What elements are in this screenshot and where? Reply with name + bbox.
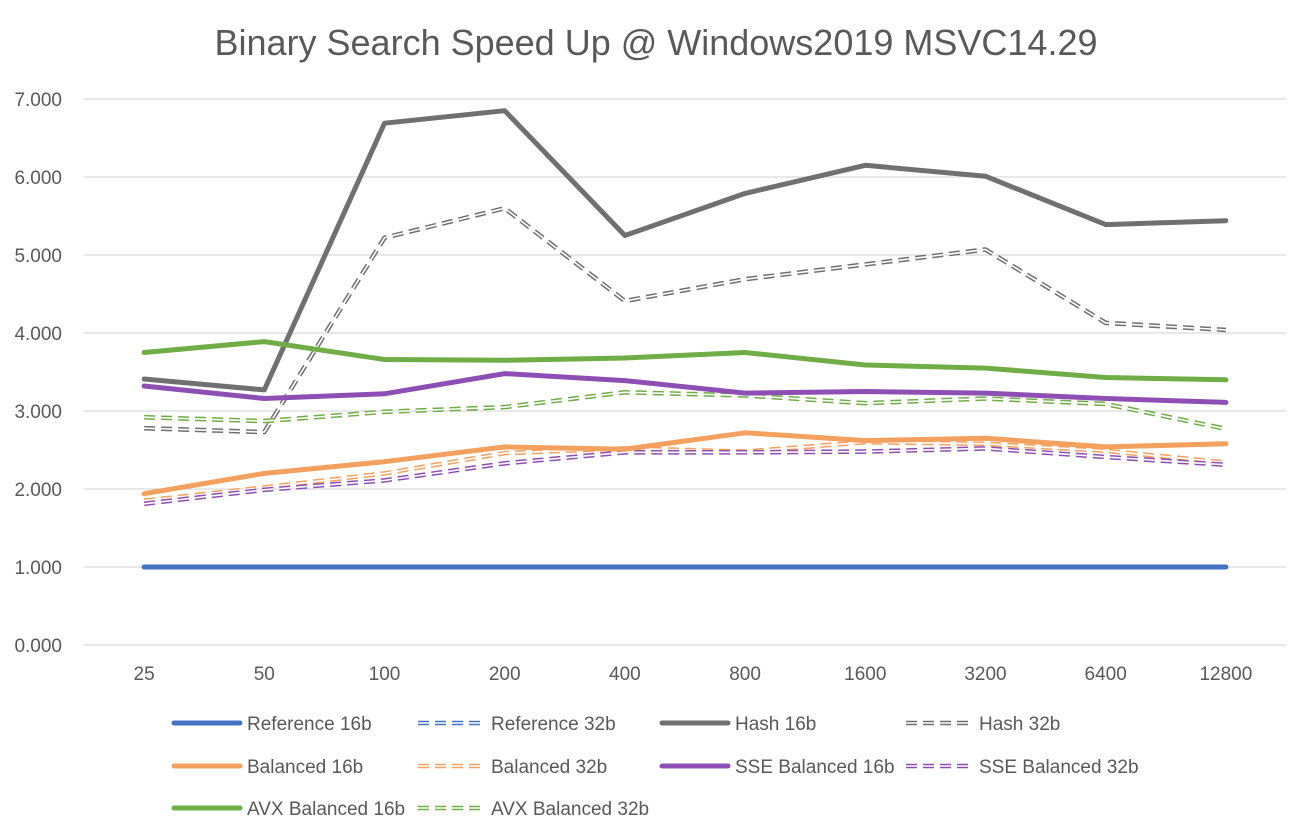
legend-item-hash-16b: Hash 16b <box>659 714 816 735</box>
legend-label: Balanced 32b <box>491 757 607 778</box>
x-axis-tick-labels: 25 50 100 200 400 800 1600 3200 6400 12800 <box>134 664 1253 685</box>
y-tick-label: 3.000 <box>14 402 62 423</box>
series-line-avx-balanced-32b-core <box>144 391 1227 430</box>
chart-title: Binary Search Speed Up @ Windows2019 MSV… <box>214 22 1097 63</box>
series-balanced-32b <box>143 439 1227 503</box>
y-tick-label: 6.000 <box>14 168 62 189</box>
series-line-sse-balanced-32b-core <box>144 447 1226 505</box>
legend-label: Balanced 16b <box>247 757 363 778</box>
x-tick-label: 6400 <box>1085 664 1127 685</box>
x-tick-label: 200 <box>489 664 521 685</box>
legend-item-avx-balanced-32b: AVX Balanced 32b <box>418 799 649 820</box>
legend-label: AVX Balanced 16b <box>247 799 405 820</box>
legend-item-balanced-16b: Balanced 16b <box>171 757 363 778</box>
legend: Reference 16b Reference 32b Hash 16b Hash 3… <box>171 714 1139 820</box>
series-line-sse-balanced-16b <box>141 371 1229 405</box>
x-tick-label: 25 <box>134 664 155 685</box>
series-hash-16b <box>141 108 1229 393</box>
series-sse-balanced-16b <box>141 371 1229 405</box>
series-avx-balanced-32b <box>144 390 1227 432</box>
legend-item-sse-balanced-16b: SSE Balanced 16b <box>659 757 895 778</box>
series-line-hash-32b-core <box>144 207 1226 433</box>
legend-label: Hash 32b <box>979 714 1060 735</box>
legend-label: SSE Balanced 16b <box>735 757 895 778</box>
legend-label: Reference 32b <box>491 714 616 735</box>
series-lines <box>141 108 1229 570</box>
series-line-balanced-16b <box>141 430 1229 497</box>
series-balanced-16b <box>141 430 1229 497</box>
legend-item-reference-16b: Reference 16b <box>171 714 372 735</box>
series-line-balanced-32b-core <box>144 441 1226 502</box>
x-tick-label: 3200 <box>964 664 1006 685</box>
x-tick-label: 1600 <box>844 664 886 685</box>
legend-label: SSE Balanced 32b <box>979 757 1139 778</box>
legend-item-avx-balanced-16b: AVX Balanced 16b <box>171 799 405 820</box>
legend-item-hash-32b: Hash 32b <box>906 714 1060 735</box>
y-tick-label: 2.000 <box>14 480 62 501</box>
legend-label: Hash 16b <box>735 714 816 735</box>
legend-item-reference-32b: Reference 32b <box>418 714 616 735</box>
y-tick-label: 7.000 <box>14 90 62 111</box>
y-tick-label: 5.000 <box>14 246 62 267</box>
y-tick-label: 1.000 <box>14 558 62 579</box>
x-tick-label: 100 <box>369 664 401 685</box>
series-hash-32b <box>144 205 1227 435</box>
x-tick-label: 50 <box>254 664 275 685</box>
x-tick-label: 12800 <box>1199 664 1252 685</box>
legend-item-sse-balanced-32b: SSE Balanced 32b <box>906 757 1139 778</box>
series-sse-balanced-32b <box>143 446 1227 507</box>
legend-label: Reference 16b <box>247 714 372 735</box>
x-tick-label: 400 <box>609 664 641 685</box>
series-line-avx-balanced-16b <box>141 339 1229 383</box>
y-tick-label: 4.000 <box>14 324 62 345</box>
y-tick-label: 0.000 <box>14 636 62 657</box>
x-tick-label: 800 <box>729 664 761 685</box>
legend-label: AVX Balanced 32b <box>491 799 649 820</box>
series-line-hash-16b <box>141 108 1229 393</box>
series-avx-balanced-16b <box>141 339 1229 383</box>
y-axis-tick-labels: 0.000 1.000 2.000 3.000 4.000 5.000 6.000 7.000 <box>14 90 62 657</box>
legend-item-balanced-32b: Balanced 32b <box>418 757 607 778</box>
